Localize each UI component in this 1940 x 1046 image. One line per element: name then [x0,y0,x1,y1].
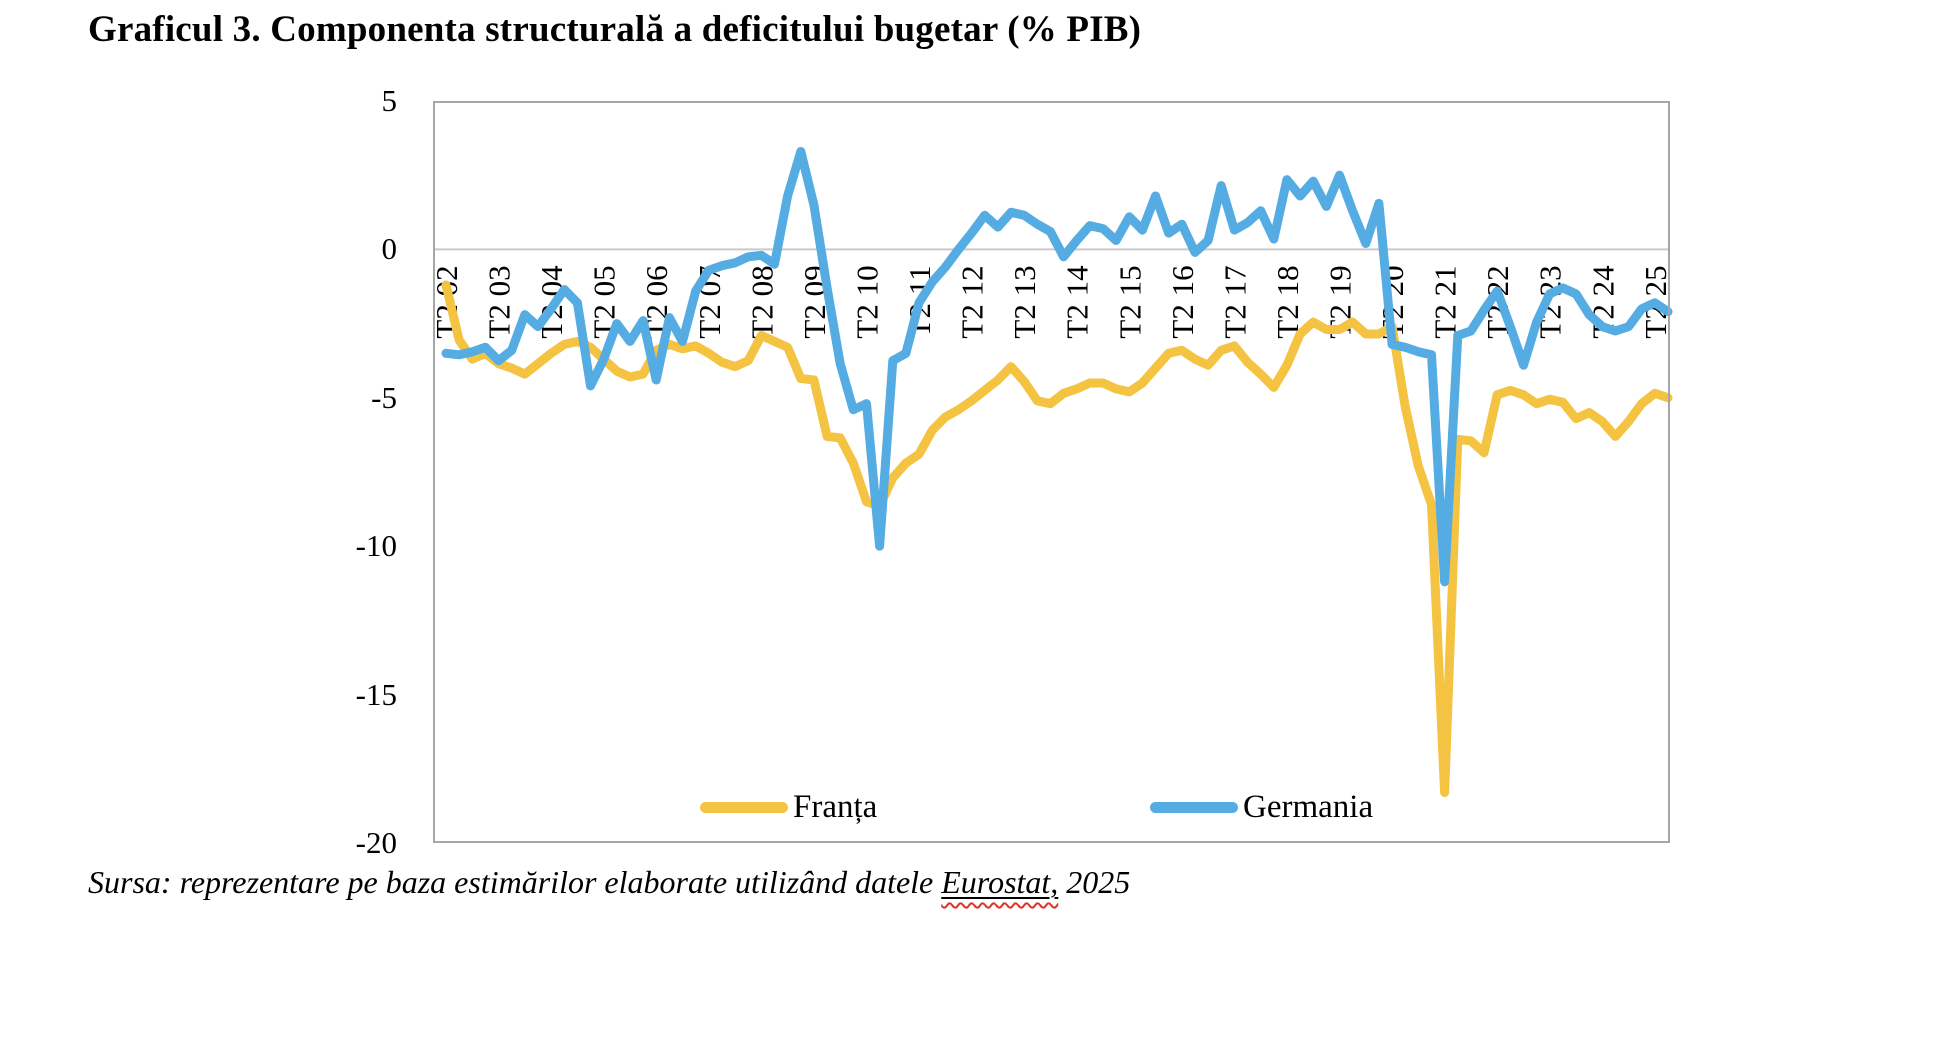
x-axis-label: T2 10 [850,265,885,338]
x-axis-label: T2 17 [1217,265,1252,338]
y-axis-label: -5 [371,380,397,415]
source-text-suffix: 2025 [1058,864,1131,900]
plot-area: T2 02 T2 03 T2 04 T2 05 T2 06 T2 07 T2 08 T2 09… [429,101,1673,843]
plot-border [433,101,1670,843]
germania-line-swatch [1150,801,1238,813]
series-line-germania [441,147,1673,587]
legend-label-franta: Franța [793,788,878,825]
x-axis-label: T2 21 [1428,265,1463,338]
x-axis-label: T2 18 [1270,265,1305,338]
source-note: Sursa: reprezentare pe baza estimărilor … [88,864,1130,901]
plot-svg: T2 02 T2 03 T2 04 T2 05 T2 06 T2 07 T2 08 T2 09… [429,147,1673,797]
source-text-prefix: Sursa: reprezentare pe baza estimărilor … [88,864,942,900]
x-axis-label: T2 14 [1060,265,1095,339]
y-axis-label: -20 [355,825,397,860]
x-axis-label: T2 08 [744,265,779,338]
franta-line-swatch [700,801,788,813]
x-axis-label: T2 13 [1007,265,1042,338]
y-axis-label: -15 [355,677,397,712]
x-axis-label: T2 03 [482,265,517,338]
legend-item-germania: Germania [1150,786,1373,828]
source-eurostat-underline: Eurostat, [941,864,1058,900]
source-eurostat-word: Eurostat, [941,864,1059,900]
y-axis-label: -10 [355,528,397,563]
x-axis-label: T2 15 [1112,265,1147,338]
x-axis-label: T2 12 [955,265,990,338]
y-axis-label: 5 [381,83,398,118]
chart-title: Graficul 3. Componenta structurală a def… [88,9,1142,50]
x-axis-label: T2 16 [1165,265,1200,338]
legend-item-franta: Franța [700,786,877,828]
y-axis-label: 0 [381,231,398,266]
legend-label-germania: Germania [1243,788,1374,825]
